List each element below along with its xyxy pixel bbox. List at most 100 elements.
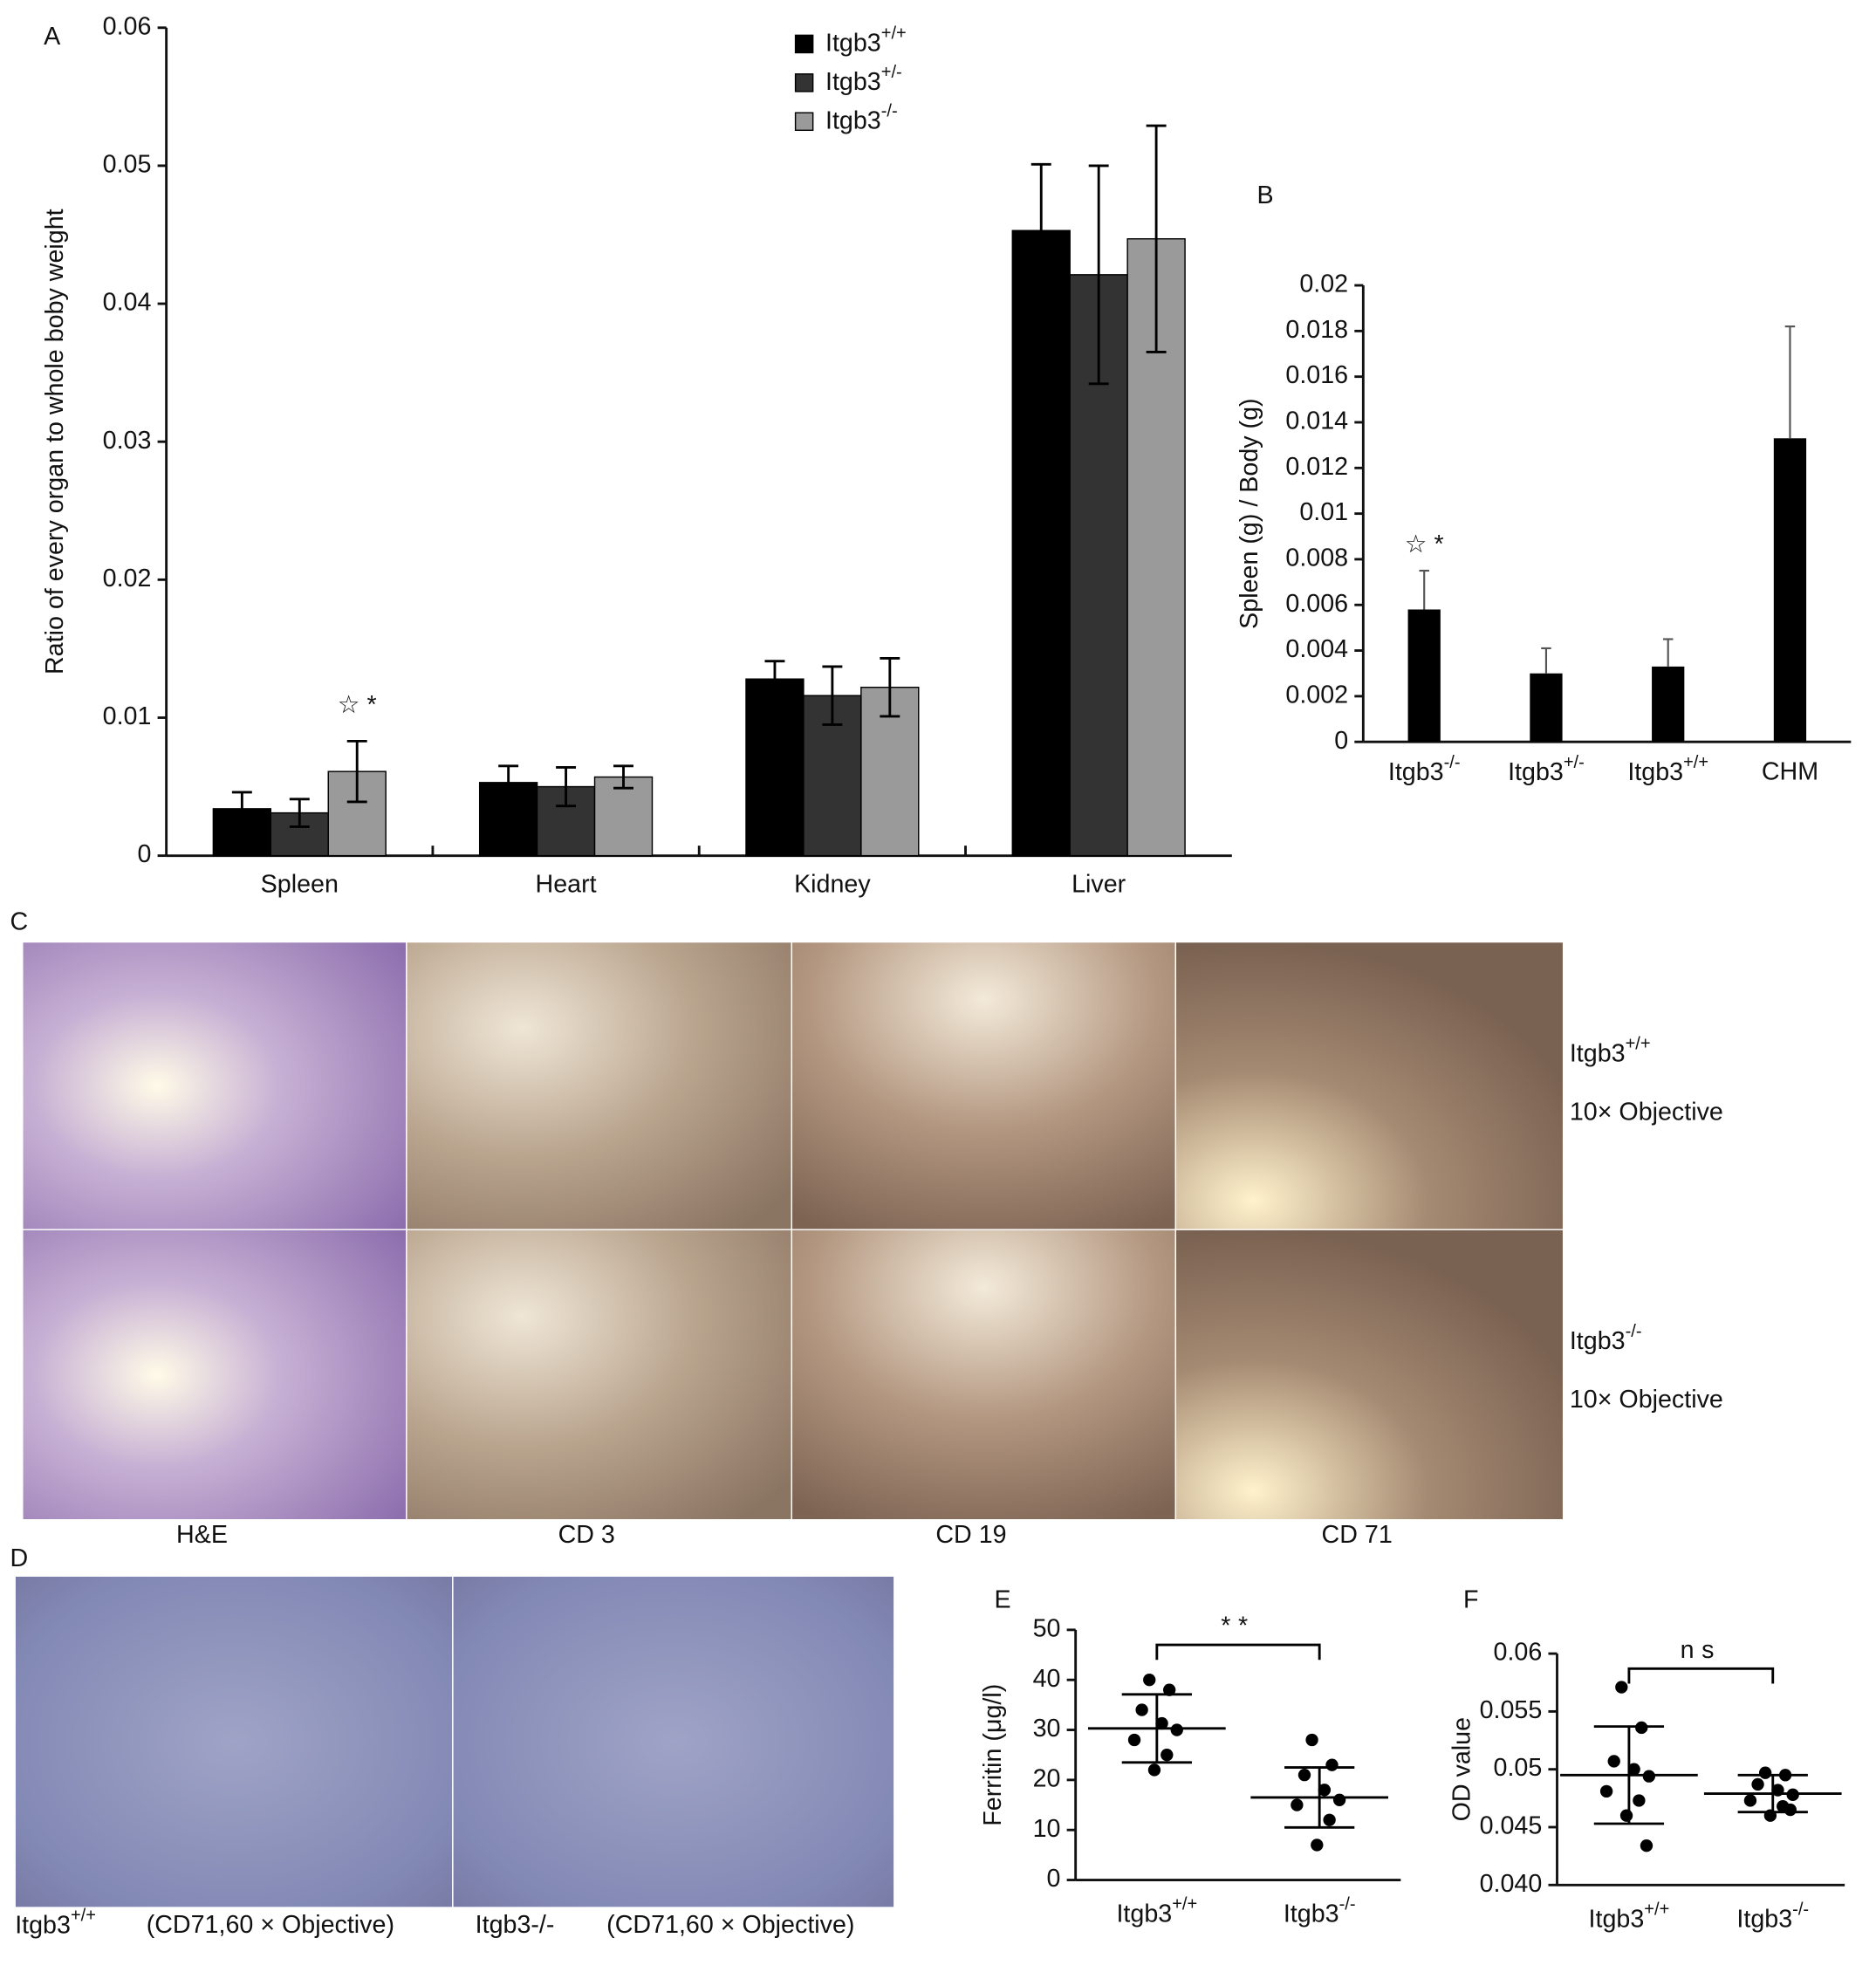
sd-bar bbox=[1593, 1725, 1665, 1825]
point bbox=[1155, 1716, 1168, 1730]
bar bbox=[745, 678, 804, 857]
point bbox=[1291, 1798, 1304, 1811]
caption-stain: (CD71,60 × Objective) bbox=[147, 1911, 394, 1939]
legend-swatch bbox=[794, 112, 814, 132]
row-objective: 10× Objective bbox=[1570, 1386, 1723, 1414]
x-tick-label: Liver bbox=[1072, 871, 1126, 899]
caption-genotype: Itgb3-/- bbox=[476, 1911, 555, 1939]
error-bar bbox=[1419, 569, 1429, 610]
panel-label: F bbox=[1463, 1585, 1479, 1613]
micrograph bbox=[22, 941, 407, 1230]
y-tick-label: 0.03 bbox=[103, 427, 152, 455]
error-bar bbox=[289, 798, 310, 828]
x-tick-label: Itgb3-/- bbox=[1388, 753, 1461, 785]
point bbox=[1170, 1723, 1183, 1736]
row-genotype: Itgb3-/- bbox=[1570, 1322, 1642, 1354]
x-tick-label: Itgb3+/+ bbox=[1589, 1900, 1670, 1933]
point bbox=[1607, 1755, 1620, 1768]
point bbox=[1161, 1749, 1174, 1762]
annotation: ☆ * bbox=[338, 691, 377, 719]
caption-stain: (CD71,60 × Objective) bbox=[606, 1911, 854, 1939]
y-tick-label: 0.05 bbox=[1494, 1754, 1543, 1782]
column-label: CD 3 bbox=[558, 1521, 615, 1549]
bar bbox=[1652, 666, 1685, 743]
y-tick-label: 0.012 bbox=[1285, 453, 1348, 481]
error-bar bbox=[231, 791, 252, 827]
panel-label: C bbox=[10, 908, 28, 936]
point bbox=[1318, 1784, 1332, 1797]
bar bbox=[1407, 609, 1441, 743]
y-tick-label: 50 bbox=[1033, 1614, 1061, 1642]
y-tick-label: 0.06 bbox=[103, 12, 152, 40]
micrograph bbox=[452, 1575, 895, 1908]
sd-bar bbox=[1737, 1773, 1808, 1814]
legend-label: Itgb3+/+ bbox=[825, 24, 907, 57]
sd-bar bbox=[1121, 1693, 1192, 1764]
bracket bbox=[1155, 1643, 1321, 1661]
point bbox=[1305, 1733, 1318, 1747]
point bbox=[1627, 1763, 1640, 1776]
y-tick-label: 40 bbox=[1033, 1665, 1061, 1693]
x-tick-label: CHM bbox=[1762, 758, 1818, 786]
micrograph bbox=[14, 1575, 454, 1908]
y-tick-label: 0.01 bbox=[103, 702, 152, 730]
legend-label: Itgb3-/- bbox=[825, 102, 898, 134]
error-bar bbox=[880, 657, 900, 718]
y-tick-label: 0.04 bbox=[103, 289, 152, 317]
point bbox=[1163, 1683, 1176, 1696]
x-tick-label: Itgb3-/- bbox=[1284, 1895, 1356, 1928]
x-tick-label: Itgb3+/+ bbox=[1627, 753, 1708, 785]
annotation: ** bbox=[1221, 1613, 1256, 1640]
legend-swatch bbox=[794, 34, 814, 54]
x-tick-label: Spleen bbox=[261, 871, 339, 899]
x-tick-label: Kidney bbox=[794, 871, 871, 899]
point bbox=[1325, 1758, 1339, 1771]
annotation: ☆ * bbox=[1405, 531, 1444, 558]
panel-label: E bbox=[995, 1585, 1011, 1613]
row-objective: 10× Objective bbox=[1570, 1098, 1723, 1126]
y-tick-label: 0.05 bbox=[103, 150, 152, 178]
point bbox=[1599, 1784, 1613, 1798]
annotation: ns bbox=[1681, 1636, 1722, 1664]
error-bar bbox=[346, 739, 367, 804]
y-tick-label: 0.06 bbox=[1494, 1639, 1543, 1667]
point bbox=[1127, 1733, 1141, 1747]
y-tick-label: 0.008 bbox=[1285, 544, 1348, 572]
y-tick-label: 0.045 bbox=[1480, 1812, 1543, 1840]
error-bar bbox=[1088, 164, 1109, 386]
point bbox=[1297, 1768, 1311, 1782]
micrograph bbox=[22, 1229, 407, 1521]
y-tick-label: 0.014 bbox=[1285, 407, 1348, 435]
point bbox=[1311, 1839, 1324, 1852]
point bbox=[1751, 1777, 1764, 1791]
error-bar bbox=[1030, 162, 1051, 298]
y-tick-label: 0.02 bbox=[1299, 270, 1348, 298]
row-genotype: Itgb3+/+ bbox=[1570, 1035, 1651, 1067]
y-tick-label: 0 bbox=[1334, 727, 1348, 755]
x-tick-label: Heart bbox=[536, 871, 597, 899]
x-tick-label: Itgb3-/- bbox=[1736, 1900, 1809, 1933]
point bbox=[1743, 1794, 1757, 1807]
error-bar bbox=[1541, 647, 1551, 674]
bar bbox=[1773, 438, 1807, 743]
y-tick-label: 0.002 bbox=[1285, 681, 1348, 709]
y-tick-label: 20 bbox=[1033, 1764, 1061, 1792]
bracket bbox=[1627, 1667, 1775, 1684]
column-label: CD 71 bbox=[1322, 1521, 1393, 1549]
error-bar bbox=[764, 660, 785, 699]
point bbox=[1758, 1766, 1772, 1779]
point bbox=[1135, 1703, 1148, 1716]
y-tick-label: 0 bbox=[137, 840, 151, 868]
y-axis-label: Ferritin (μg/l) bbox=[979, 1684, 1007, 1826]
point bbox=[1143, 1674, 1156, 1687]
micrograph bbox=[406, 1229, 793, 1521]
legend-swatch bbox=[794, 73, 814, 92]
micrograph bbox=[1174, 1229, 1564, 1521]
legend-label: Itgb3+/- bbox=[825, 63, 902, 95]
panel-label: A bbox=[44, 23, 61, 51]
y-tick-label: 0.040 bbox=[1480, 1870, 1543, 1898]
y-tick-label: 0.016 bbox=[1285, 361, 1348, 389]
bar bbox=[1011, 229, 1071, 857]
error-bar bbox=[822, 665, 843, 726]
